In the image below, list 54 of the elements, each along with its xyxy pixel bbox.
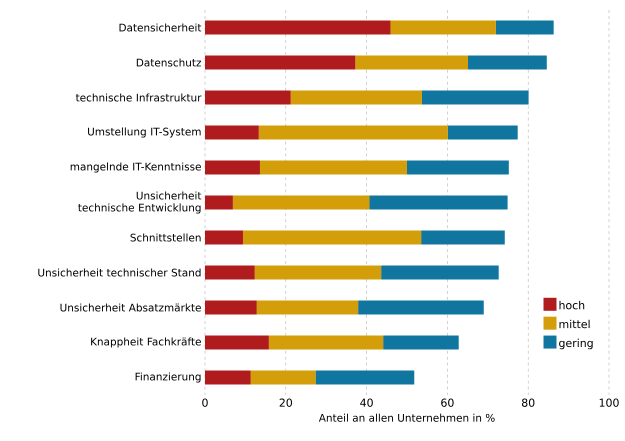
x-axis-title: Anteil an allen Unternehmen in % bbox=[318, 414, 495, 422]
bar bbox=[250, 370, 316, 385]
bar bbox=[390, 20, 496, 34]
bar bbox=[381, 266, 499, 280]
x-tick-label: 20 bbox=[280, 398, 292, 407]
bar bbox=[496, 20, 554, 34]
y-tick-label: Schnittstellen bbox=[130, 233, 201, 242]
bar bbox=[448, 126, 518, 140]
y-tick-label: Unsicherheit technischer Stand bbox=[38, 268, 201, 277]
bar bbox=[369, 196, 508, 210]
legend-label: hoch bbox=[560, 300, 584, 310]
y-tick-label: Knappheit Fachkräfte bbox=[91, 337, 201, 348]
bar bbox=[205, 90, 291, 104]
bar bbox=[407, 160, 509, 175]
y-tick-label: Datensicherheit bbox=[120, 23, 202, 32]
bar bbox=[316, 370, 414, 385]
y-tick-label: Finanzierung bbox=[136, 372, 201, 383]
y-tick-label: Unsicherheit technische Entwicklung bbox=[78, 191, 202, 214]
y-tick-label: Umstellung IT-System bbox=[88, 127, 201, 138]
bar bbox=[205, 266, 255, 280]
y-tick-label: Unsicherheit Absatzmärkte bbox=[60, 303, 201, 312]
legend-label: gering bbox=[559, 338, 593, 350]
x-tick-label: 60 bbox=[441, 398, 454, 407]
bar bbox=[383, 336, 459, 350]
bar bbox=[256, 300, 358, 315]
bar bbox=[421, 230, 505, 245]
bar bbox=[468, 56, 547, 70]
bar bbox=[355, 56, 468, 70]
bar bbox=[254, 266, 382, 280]
x-tick-label: 40 bbox=[360, 398, 373, 407]
legend-label: mittel bbox=[560, 320, 590, 328]
bar bbox=[205, 230, 243, 245]
bar bbox=[205, 56, 356, 70]
bar bbox=[205, 300, 257, 315]
bar bbox=[205, 20, 390, 34]
bar bbox=[205, 370, 251, 385]
x-tick-label: 0 bbox=[202, 398, 208, 407]
x-tick-label: 80 bbox=[522, 398, 534, 407]
bar bbox=[422, 90, 529, 104]
bar bbox=[260, 160, 408, 175]
y-tick-label: Datenschutz bbox=[136, 58, 202, 67]
bar bbox=[205, 336, 269, 350]
bar bbox=[205, 160, 260, 175]
x-tick-label: 100 bbox=[600, 398, 619, 407]
bar bbox=[232, 196, 370, 210]
y-tick-label: mangelnde IT-Kenntnisse bbox=[70, 162, 201, 173]
y-tick-label: technische Infrastruktur bbox=[76, 93, 202, 102]
bar bbox=[358, 300, 484, 315]
bar bbox=[205, 126, 259, 140]
bar bbox=[205, 196, 233, 210]
bar bbox=[290, 90, 422, 104]
bar bbox=[258, 126, 448, 140]
bar bbox=[268, 336, 384, 350]
bar bbox=[242, 230, 422, 245]
